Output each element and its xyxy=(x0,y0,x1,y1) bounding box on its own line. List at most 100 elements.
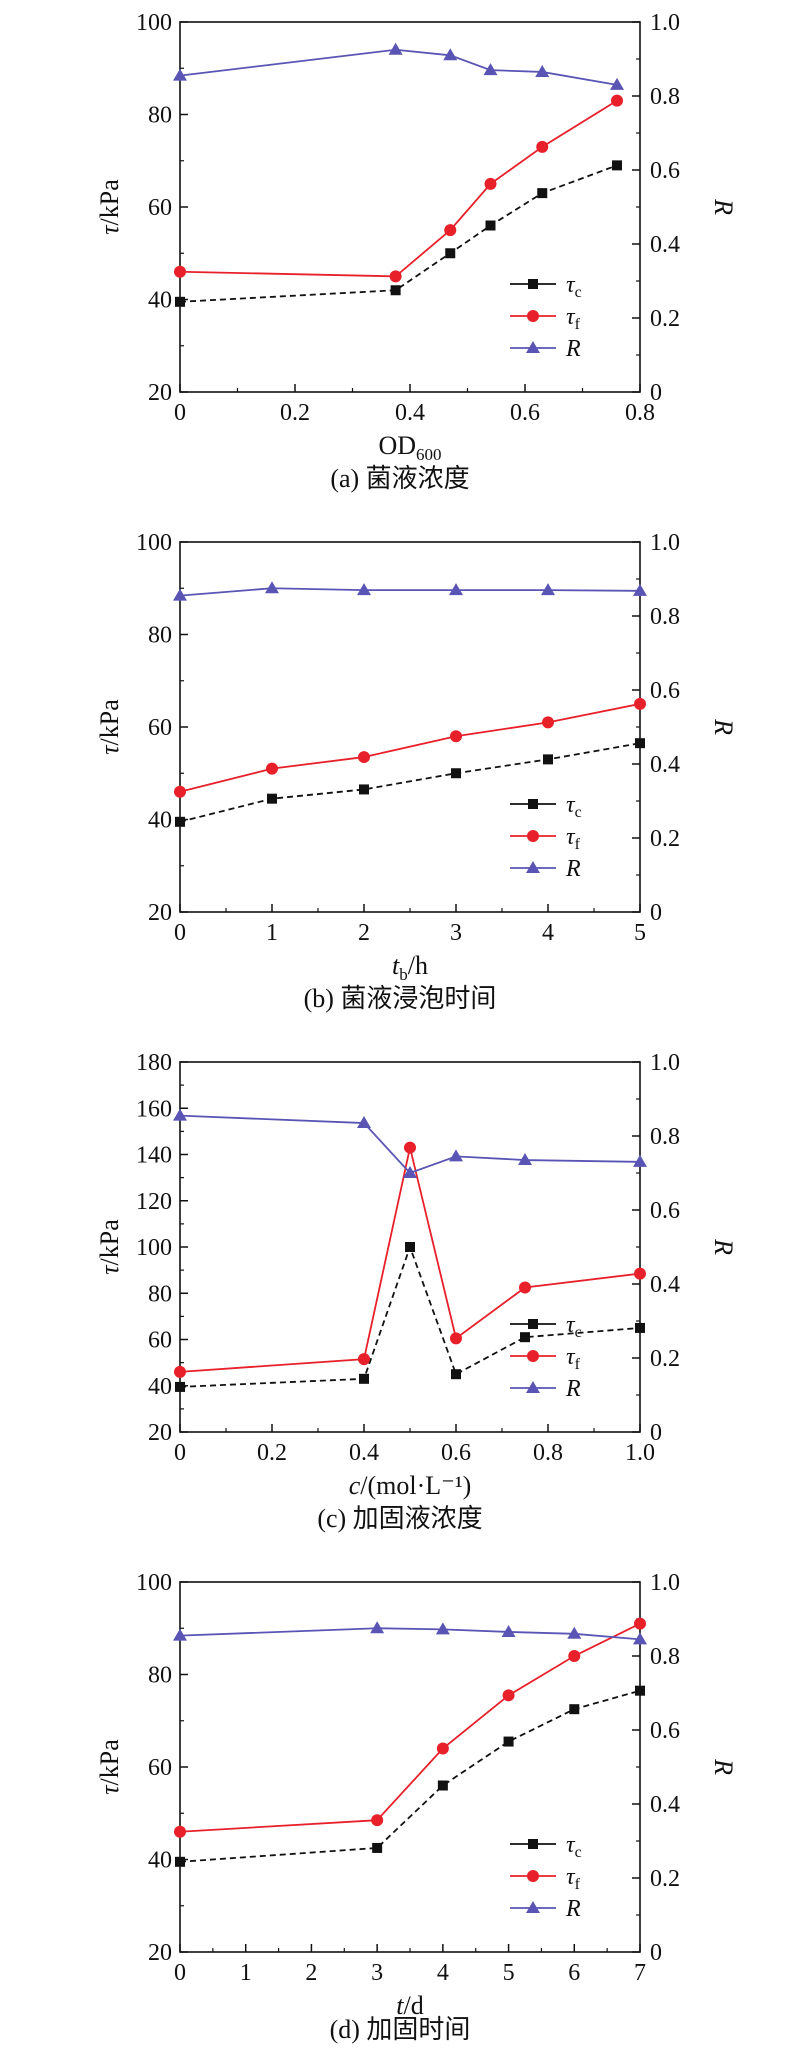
circle-marker xyxy=(519,1281,531,1294)
y-axis-label-symbol: τ xyxy=(95,224,124,235)
series-line-R xyxy=(179,1627,641,1641)
circle-marker xyxy=(542,716,554,729)
square-marker xyxy=(543,754,553,765)
x-axis-label: t/d xyxy=(396,1991,423,2020)
series-line-R xyxy=(179,48,618,86)
x-tick-label: 2 xyxy=(358,920,370,946)
x-tick-label: 7 xyxy=(634,1960,646,1986)
circle-marker xyxy=(568,1650,581,1662)
chart-a: 0 0.2 0.4 0.6 0.8 20 40 60 80 100 0 0.2 0.4 0.6 0.8 1.0… xyxy=(95,10,738,460)
y2-tick-label: 0 xyxy=(650,1940,662,1966)
legend-label-R: R xyxy=(565,1896,581,1922)
y-axis-label-symbol: τ xyxy=(95,1784,124,1795)
x-tick-label: 0.2 xyxy=(257,1440,287,1466)
series-markers-tf xyxy=(174,94,623,283)
legend-label-tc: τc xyxy=(566,1832,582,1861)
y-tick-label: 140 xyxy=(136,1143,172,1169)
y2-tick-label: 0.6 xyxy=(650,158,680,184)
legend-label-base: τ xyxy=(566,1344,576,1370)
triangle-marker xyxy=(526,341,540,353)
y-tick-label: 120 xyxy=(136,1189,172,1215)
triangle-marker xyxy=(633,583,647,596)
series-markers-tf xyxy=(174,1617,646,1838)
y-axis-label: τ/kPa xyxy=(95,1219,124,1275)
triangle-marker xyxy=(370,1621,385,1634)
circle-marker xyxy=(527,1870,539,1882)
triangle-marker xyxy=(610,77,624,90)
circle-marker xyxy=(389,270,402,283)
y2-tick-label: 1.0 xyxy=(650,10,680,36)
y-tick-label: 20 xyxy=(148,900,172,926)
y-axis-label-unit: /kPa xyxy=(95,699,124,746)
square-marker xyxy=(175,1856,185,1867)
circle-marker xyxy=(634,1617,646,1630)
square-marker xyxy=(612,160,622,171)
chart-panel-a: 0 0.2 0.4 0.6 0.8 20 40 60 80 100 0 0.2 0.4 0.6 0.8 1.0… xyxy=(0,0,800,500)
triangle-marker xyxy=(501,1624,516,1637)
circle-marker xyxy=(527,1350,539,1362)
legend-label-base: τ xyxy=(566,304,576,330)
triangle-marker xyxy=(483,63,498,76)
y2-tick-label: 0.4 xyxy=(650,232,680,258)
y-axis-label: τ/kPa xyxy=(95,179,124,235)
y-tick-label: 60 xyxy=(148,1755,172,1781)
square-marker xyxy=(359,1373,369,1384)
y-axis-label-symbol: τ xyxy=(95,1264,124,1275)
y2-tick-label: 0.4 xyxy=(650,1792,680,1818)
x-axis-label: c/(mol·L⁻¹) xyxy=(349,1471,472,1500)
triangle-marker xyxy=(567,1626,582,1639)
x-tick-label: 0 xyxy=(174,1960,186,1986)
y2-tick-label: 0.2 xyxy=(650,826,680,852)
x-axis-label-base: c xyxy=(349,1471,361,1500)
legend-label-base: τ xyxy=(566,272,576,298)
triangle-marker xyxy=(526,1901,540,1913)
circle-marker xyxy=(634,1267,646,1280)
y2-tick-label: 0.8 xyxy=(650,84,680,110)
legend-label-tf: τf xyxy=(566,1864,581,1893)
chart-b: 0 1 2 3 4 5 20 40 60 80 100 0 0.2 0.4 0.6 0.8 1.0 τ/kPa Rt… xyxy=(95,530,738,980)
series-line-R xyxy=(179,587,641,597)
triangle-marker xyxy=(443,48,458,61)
square-marker xyxy=(390,285,401,296)
chart-caption: (a) 菌液浓度 xyxy=(330,464,470,493)
y2-tick-label: 0.8 xyxy=(650,1644,680,1670)
legend-label-sub: f xyxy=(575,316,581,333)
x-tick-label: 0.8 xyxy=(533,1440,563,1466)
circle-marker xyxy=(444,224,457,237)
x-tick-label: 1 xyxy=(266,920,278,946)
x-axis-label-rest: /h xyxy=(408,951,428,980)
y-axis-label: τ/kPa xyxy=(95,1739,124,1795)
legend-label-sub: c xyxy=(575,804,582,821)
square-marker xyxy=(503,1736,514,1747)
y-tick-label: 20 xyxy=(148,1940,172,1966)
series-line-tf xyxy=(179,1622,641,1833)
series-line-R xyxy=(179,1114,641,1175)
square-marker xyxy=(405,1242,415,1252)
circle-marker xyxy=(527,310,539,322)
circle-marker xyxy=(174,1825,186,1838)
legend-label-base: R xyxy=(565,1896,581,1922)
square-marker xyxy=(437,1780,448,1791)
legend-label-base: τ xyxy=(566,1832,576,1858)
triangle-marker xyxy=(535,64,550,77)
triangle-marker xyxy=(435,1622,450,1635)
y2-tick-label: 0.4 xyxy=(650,1272,680,1298)
triangle-marker xyxy=(449,1149,463,1162)
y2-tick-label: 0.8 xyxy=(650,604,680,630)
triangle-marker xyxy=(403,1166,417,1178)
circle-marker xyxy=(536,140,549,153)
series-markers-tc xyxy=(175,738,645,827)
y-axis-label: τ/kPa xyxy=(95,699,124,755)
x-axis-label-rest: /d xyxy=(404,1991,424,2020)
x-axis-label-base: t xyxy=(392,951,400,980)
legend-label-sub: f xyxy=(575,1356,581,1373)
y2-tick-label: 0.2 xyxy=(650,1346,680,1372)
series-line-tc xyxy=(179,742,641,823)
square-marker xyxy=(528,1839,538,1849)
square-marker xyxy=(267,793,277,804)
series-markers-R xyxy=(173,1108,647,1178)
triangle-marker xyxy=(173,68,187,81)
y2-tick-label: 1.0 xyxy=(650,530,680,556)
y-tick-label: 80 xyxy=(148,1663,172,1689)
